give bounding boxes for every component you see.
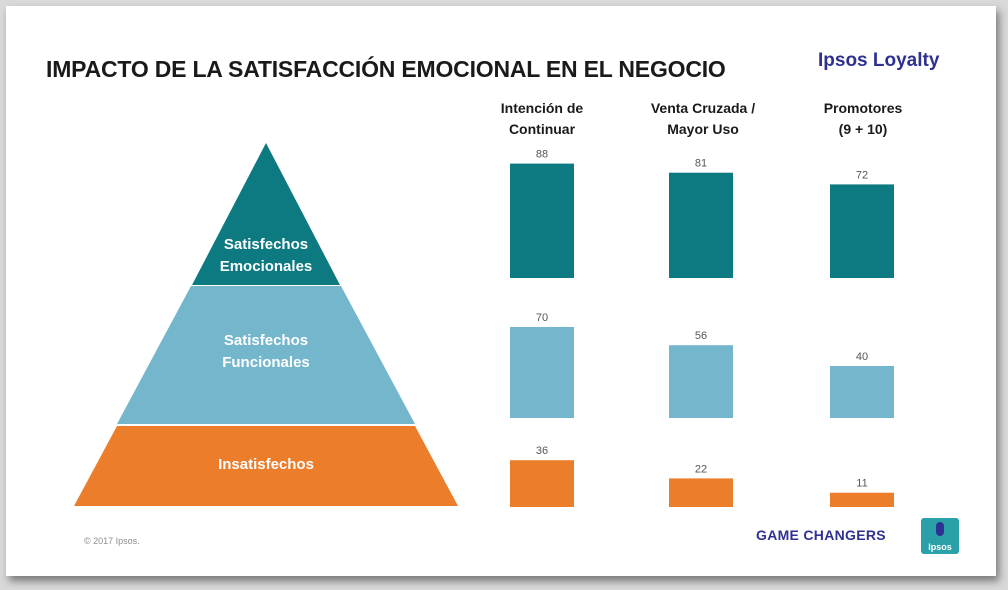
bar-chart: 88 81 72 70 56 40 36 22 11 — [510, 149, 894, 507]
data-label-insatisfechos-2: 22 — [695, 463, 707, 475]
data-label-satisfechos-emocionales-3: 72 — [856, 169, 868, 181]
bar-satisfechos-funcionales-3 — [830, 366, 894, 418]
column-header-3: Promotores (9 + 10) — [788, 98, 938, 140]
data-label-satisfechos-emocionales-2: 81 — [695, 158, 707, 170]
column-header-2-line-1: Venta Cruzada / — [650, 100, 756, 116]
column-header-3-line-1: Promotores — [823, 100, 903, 116]
slide: IMPACTO DE LA SATISFACCIÓN EMOCIONAL EN … — [6, 6, 996, 576]
pyramid-label-funcionales-1: Satisfechos — [224, 332, 308, 349]
pyramid-level-insatisfechos — [74, 426, 458, 506]
bar-satisfechos-funcionales-2 — [669, 345, 733, 418]
data-label-satisfechos-funcionales-1: 70 — [536, 312, 548, 324]
pyramid-label-emocionales-2: Emocionales — [220, 258, 313, 275]
column-header-1-line-1: Intención de — [500, 100, 584, 116]
pyramid-level-emocionales — [192, 143, 340, 285]
logo-mark-icon — [936, 522, 944, 536]
data-label-satisfechos-funcionales-2: 56 — [695, 330, 707, 342]
footer-tagline: GAME CHANGERS — [756, 527, 886, 543]
data-label-insatisfechos-3: 11 — [856, 478, 867, 490]
data-label-satisfechos-emocionales-1: 88 — [536, 149, 548, 161]
logo-text: Ipsos — [928, 542, 952, 552]
column-header-3-line-2: (9 + 10) — [838, 121, 888, 137]
copyright: © 2017 Ipsos. — [84, 536, 140, 546]
pyramid-label-emocionales-1: Satisfechos — [224, 236, 308, 253]
bar-insatisfechos-1 — [510, 460, 574, 507]
column-header-1-line-2: Continuar — [508, 121, 576, 137]
bar-satisfechos-emocionales-2 — [669, 172, 733, 278]
column-header-2: Venta Cruzada / Mayor Uso — [628, 98, 778, 140]
pyramid: Satisfechos Emocionales Satisfechos Func… — [74, 143, 458, 506]
page-title: IMPACTO DE LA SATISFACCIÓN EMOCIONAL EN … — [46, 56, 726, 82]
ipsos-logo: Ipsos — [921, 518, 959, 554]
pyramid-label-funcionales-2: Funcionales — [222, 354, 310, 371]
pyramid-level-funcionales — [117, 286, 415, 424]
pyramid-label-insatisfechos: Insatisfechos — [218, 456, 314, 473]
column-header-1: Intención de Continuar — [467, 98, 617, 140]
bar-insatisfechos-2 — [669, 478, 733, 507]
data-label-insatisfechos-1: 36 — [536, 445, 548, 457]
bar-satisfechos-emocionales-3 — [830, 184, 894, 278]
brand-name: Ipsos Loyalty — [818, 50, 940, 71]
data-label-satisfechos-funcionales-3: 40 — [856, 351, 868, 363]
bar-satisfechos-emocionales-1 — [510, 163, 574, 278]
column-header-2-line-2: Mayor Uso — [667, 121, 739, 137]
bar-satisfechos-funcionales-1 — [510, 327, 574, 418]
bar-insatisfechos-3 — [830, 492, 894, 507]
